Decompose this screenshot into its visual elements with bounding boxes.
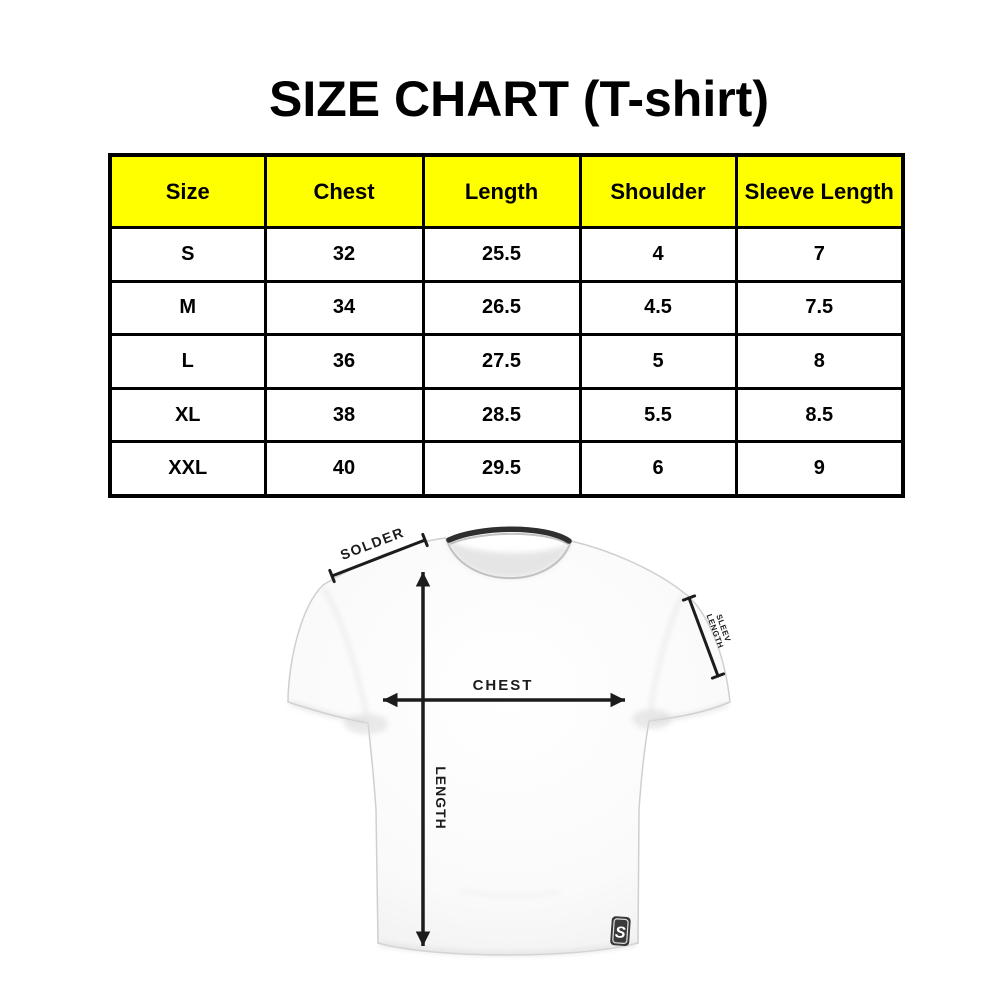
brand-badge-letter: S <box>614 924 626 942</box>
cell-size: XXL <box>108 440 267 498</box>
collar-trim <box>446 526 572 544</box>
shoulder-dimension-line <box>328 532 429 584</box>
column-header-shoulder: Shoulder <box>578 153 738 229</box>
cell-shoulder: 6 <box>578 440 738 498</box>
brand-badge: S <box>610 916 631 946</box>
cell-sleeve-length: 8 <box>734 333 905 390</box>
page-title: SIZE CHART (T-shirt) <box>269 71 769 127</box>
cell-sleeve-length: 8.5 <box>734 386 905 444</box>
tshirt-measurement-diagram: SOLDER LENGTH CHEST SLEEV LENGTH S <box>260 510 750 990</box>
cell-size: S <box>108 226 267 283</box>
cell-sleeve-length: 9 <box>734 440 905 498</box>
column-header-size: Size <box>108 153 267 229</box>
tshirt-shading <box>289 586 729 956</box>
cell-length: 29.5 <box>421 440 582 498</box>
cell-sleeve-length: 7.5 <box>734 279 905 337</box>
table-row: L 36 27.5 5 8 <box>108 333 905 390</box>
cell-chest: 32 <box>263 226 425 283</box>
cell-sleeve-length: 7 <box>734 226 905 283</box>
cell-shoulder: 5.5 <box>578 386 738 444</box>
cell-chest: 38 <box>263 386 425 444</box>
table-row: M 34 26.5 4.5 7.5 <box>108 279 905 337</box>
table-row: XXL 40 29.5 6 9 <box>108 440 905 498</box>
cell-length: 27.5 <box>421 333 582 390</box>
table-row: XL 38 28.5 5.5 8.5 <box>108 386 905 444</box>
cell-length: 25.5 <box>421 226 582 283</box>
column-header-chest: Chest <box>263 153 425 229</box>
cell-size: XL <box>108 386 267 444</box>
tshirt-graphic: SOLDER LENGTH CHEST SLEEV LENGTH S <box>287 524 733 956</box>
cell-shoulder: 4 <box>578 226 738 283</box>
length-label: LENGTH <box>433 766 449 830</box>
chest-label: CHEST <box>473 677 534 694</box>
cell-size: L <box>108 333 267 390</box>
collar <box>445 526 572 580</box>
column-header-sleeve-length: Sleeve Length <box>734 153 905 229</box>
table-row: S 32 25.5 4 7 <box>108 226 905 283</box>
column-header-length: Length <box>421 153 582 229</box>
tshirt-body <box>287 537 731 956</box>
cell-shoulder: 4.5 <box>578 279 738 337</box>
cell-shoulder: 5 <box>578 333 738 390</box>
size-chart-table: Size Chest Length Shoulder Sleeve Length… <box>108 153 905 498</box>
cell-chest: 40 <box>263 440 425 498</box>
table-header-row: Size Chest Length Shoulder Sleeve Length <box>108 153 905 229</box>
cell-chest: 36 <box>263 333 425 390</box>
cell-chest: 34 <box>263 279 425 337</box>
cell-size: M <box>108 279 267 337</box>
cell-length: 28.5 <box>421 386 582 444</box>
cell-length: 26.5 <box>421 279 582 337</box>
sleeve-dimension-line <box>681 594 726 680</box>
